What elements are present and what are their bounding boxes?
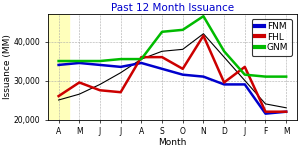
Legend: FNM, FHL, GNM: FNM, FHL, GNM bbox=[252, 19, 292, 56]
Bar bbox=[48, 14, 69, 120]
Title: Past 12 Month Issuance: Past 12 Month Issuance bbox=[111, 3, 234, 14]
X-axis label: Month: Month bbox=[158, 138, 187, 147]
Y-axis label: Issuance (MM): Issuance (MM) bbox=[4, 34, 13, 99]
